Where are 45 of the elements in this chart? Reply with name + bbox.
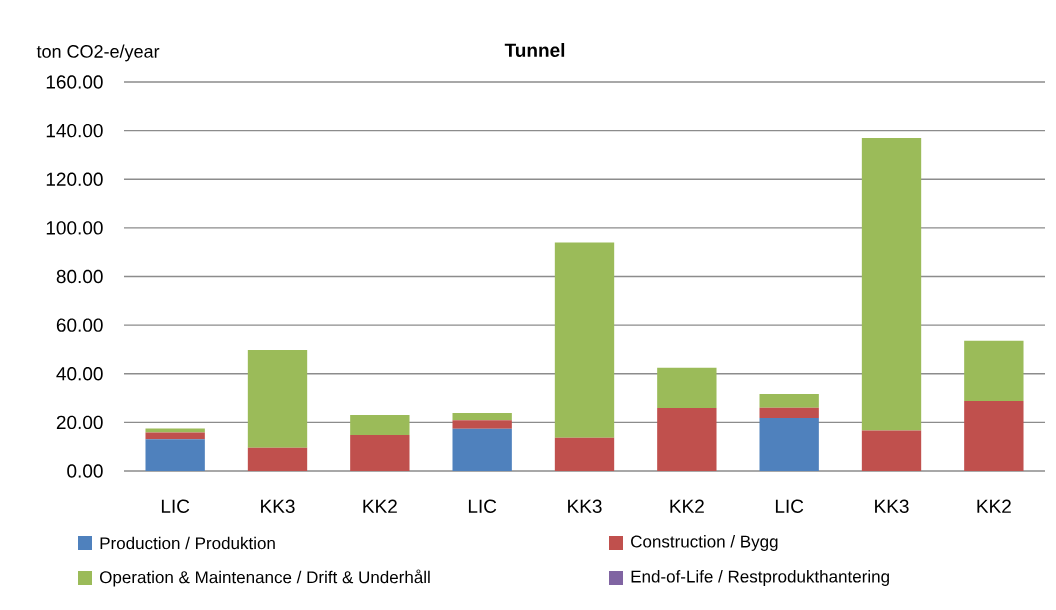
- bar: [145, 432, 205, 440]
- x-tick-label: LIC: [468, 499, 497, 513]
- y-tick-label: 20.00: [56, 415, 103, 430]
- y-axis-title: ton CO2-e/year: [36, 44, 160, 62]
- y-tick-label: 120.00: [46, 172, 103, 186]
- bar: [759, 407, 819, 418]
- bar: [554, 437, 615, 471]
- x-tick-label: KK3: [568, 499, 602, 513]
- bar: [861, 430, 922, 471]
- y-tick-label: 100.00: [46, 221, 103, 235]
- legend-label: End-of-Life / Restprodukthantering: [631, 570, 889, 586]
- bar: [145, 428, 205, 433]
- x-tick-label: KK2: [363, 499, 397, 513]
- bar: [145, 439, 205, 471]
- y-tick-label: 140.00: [46, 123, 103, 138]
- x-tick-label: KK3: [875, 499, 909, 513]
- x-tick-label: KK2: [977, 499, 1011, 513]
- y-tick-label: 80.00: [56, 269, 103, 284]
- bar: [861, 137, 922, 431]
- bar: [759, 418, 819, 471]
- y-tick-label: 40.00: [56, 367, 103, 381]
- bar: [657, 408, 717, 471]
- legend-label: Production / Produktion: [100, 536, 275, 550]
- bar: [554, 242, 615, 438]
- y-tick-label: 160.00: [46, 75, 103, 89]
- x-tick-label: LIC: [775, 499, 804, 513]
- legend-label: Operation & Maintenance / Drift & Underhåll: [100, 569, 430, 587]
- y-tick-label: 60.00: [56, 318, 103, 332]
- bar: [350, 435, 410, 471]
- bar: [964, 340, 1024, 401]
- bar: [247, 447, 308, 471]
- x-tick-label: LIC: [161, 499, 190, 513]
- legend-label: Construction / Bygg: [631, 535, 778, 551]
- bar: [452, 420, 512, 429]
- y-tick-label: 0.00: [67, 464, 103, 478]
- bar: [759, 393, 819, 408]
- bar: [657, 367, 717, 409]
- x-tick-label: KK2: [670, 499, 704, 513]
- bar: [452, 412, 512, 421]
- bar: [247, 349, 308, 448]
- bar: [452, 428, 512, 471]
- bar: [964, 400, 1024, 471]
- x-tick-label: KK3: [261, 499, 295, 513]
- chart-title: Tunnel: [504, 43, 565, 57]
- bar: [350, 415, 410, 436]
